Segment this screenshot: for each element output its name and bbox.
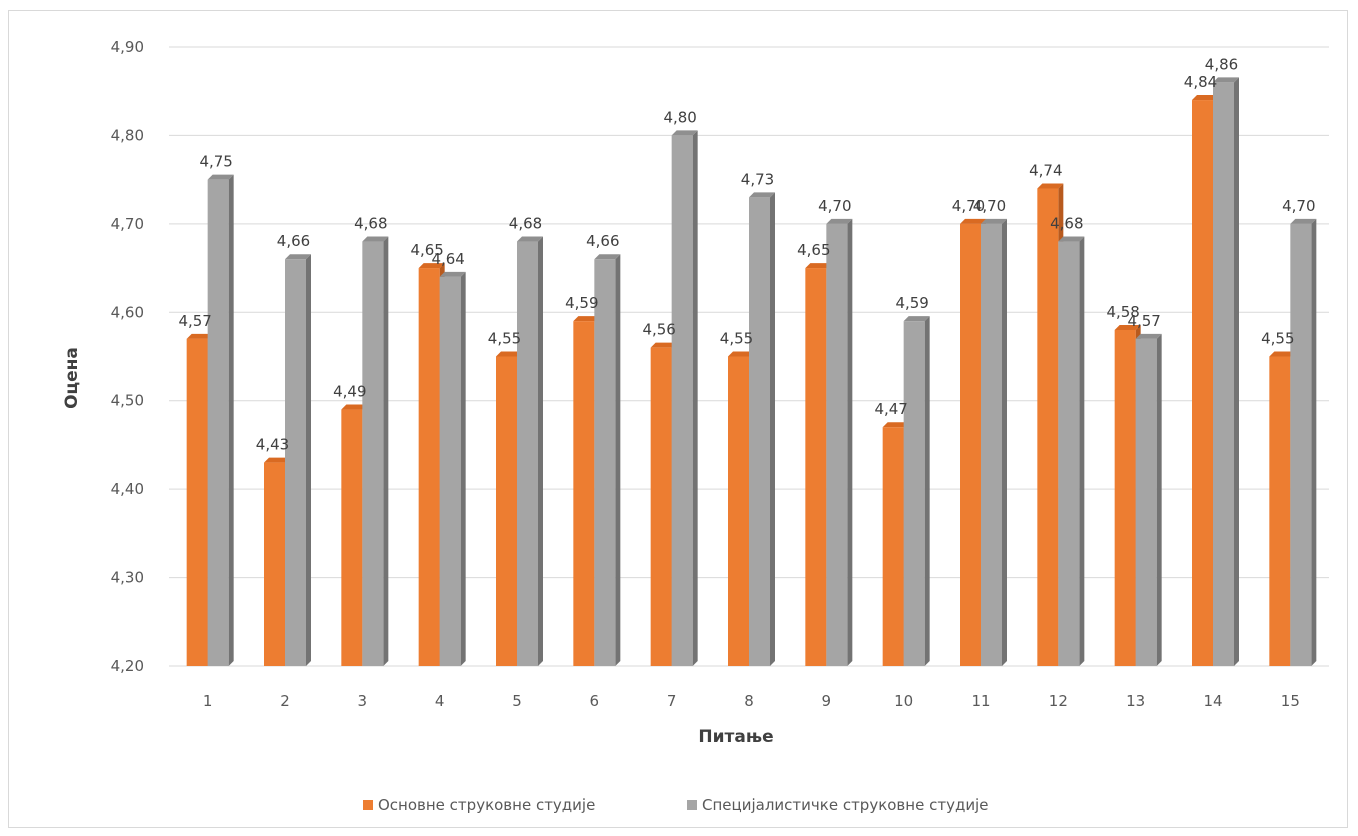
bar: [903, 316, 930, 666]
data-label: 4,70: [973, 197, 1006, 215]
y-tick-label: 4,70: [111, 215, 144, 233]
data-label: 4,49: [333, 383, 366, 401]
bar: [826, 218, 853, 666]
bars: [186, 77, 1317, 667]
data-label: 4,64: [431, 250, 464, 268]
y-tick-label: 4,60: [111, 303, 144, 321]
bar-chart: 4,20 4,30 4,40 4,50 4,60 4,70 4,80 4,90 4,57 4,7…: [62, 38, 1329, 814]
bar: [439, 271, 466, 666]
data-label: 4,73: [741, 170, 774, 188]
bar: [362, 236, 389, 667]
data-label: 4,66: [586, 232, 619, 250]
y-tick-label: 4,40: [111, 480, 144, 498]
data-label: 4,80: [663, 108, 696, 126]
data-label: 4,70: [952, 197, 985, 215]
y-tick-label: 4,90: [111, 38, 144, 56]
data-label: 4,56: [642, 321, 675, 339]
bar: [285, 254, 311, 666]
data-label: 4,66: [277, 232, 310, 250]
data-label: 4,74: [1029, 161, 1062, 179]
y-tick-label: 4,20: [111, 657, 144, 675]
x-tick-label: 7: [667, 692, 677, 710]
data-label: 4,75: [199, 153, 232, 171]
data-label: 4,65: [797, 241, 830, 259]
data-label: 4,57: [1127, 312, 1160, 330]
bar: [517, 236, 543, 667]
y-tick-label: 4,80: [111, 126, 144, 144]
x-tick-label: 14: [1203, 692, 1222, 710]
bar: [749, 192, 775, 667]
bar: [1135, 333, 1162, 666]
data-labels: 4,574,754,434,664,494,684,654,644,554,68…: [178, 55, 1315, 453]
data-label: 4,59: [565, 294, 598, 312]
x-tick-label: 12: [1049, 692, 1068, 710]
legend: Основне струковне студије Специјалистичк…: [363, 796, 988, 814]
data-label: 4,68: [354, 215, 387, 233]
data-label: 4,55: [1261, 330, 1294, 348]
data-label: 4,59: [895, 294, 928, 312]
bar: [1290, 218, 1317, 666]
legend-swatch-specialist: [687, 800, 697, 810]
data-label: 4,70: [1282, 197, 1315, 215]
legend-label-specialist: Специјалистичке струковне студије: [702, 796, 988, 814]
bar: [207, 174, 234, 666]
x-tick-label: 3: [358, 692, 368, 710]
legend-label-basic: Основне струковне студије: [378, 796, 595, 814]
y-axis-title: Оцена: [62, 347, 82, 409]
legend-swatch-basic: [363, 800, 373, 810]
x-tick-label: 13: [1126, 692, 1145, 710]
data-label: 4,47: [874, 400, 907, 418]
data-label: 4,57: [178, 312, 211, 330]
data-label: 4,55: [488, 330, 521, 348]
bar: [594, 254, 621, 666]
data-label: 4,68: [1050, 215, 1083, 233]
bar: [1058, 236, 1085, 667]
data-label: 4,86: [1205, 55, 1238, 73]
data-label: 4,43: [256, 436, 289, 454]
x-axis-title: Питање: [698, 727, 773, 747]
x-tick-label: 10: [894, 692, 913, 710]
bar: [671, 130, 698, 666]
x-tick-label: 6: [590, 692, 600, 710]
data-label: 4,70: [818, 197, 851, 215]
data-label: 4,55: [720, 330, 753, 348]
x-tick-label: 15: [1281, 692, 1300, 710]
x-axis-ticks: 1 2 3 4 5 6 7 8 9 10 11 12 13 14 15: [203, 692, 1300, 710]
y-axis-ticks: 4,20 4,30 4,40 4,50 4,60 4,70 4,80 4,90: [111, 38, 144, 675]
data-label: 4,65: [410, 241, 443, 259]
chart-frame: 4,20 4,30 4,40 4,50 4,60 4,70 4,80 4,90 4,57 4,7…: [8, 10, 1348, 828]
bar: [981, 218, 1007, 666]
bar: [1213, 77, 1239, 666]
x-tick-label: 4: [435, 692, 445, 710]
x-tick-label: 11: [971, 692, 990, 710]
y-tick-label: 4,50: [111, 392, 144, 410]
data-label: 4,84: [1184, 73, 1217, 91]
x-tick-label: 9: [822, 692, 832, 710]
data-label: 4,58: [1106, 303, 1139, 321]
y-tick-label: 4,30: [111, 569, 144, 587]
x-tick-label: 1: [203, 692, 213, 710]
data-label: 4,68: [509, 215, 542, 233]
x-tick-label: 2: [280, 692, 290, 710]
x-tick-label: 8: [744, 692, 754, 710]
x-tick-label: 5: [512, 692, 522, 710]
